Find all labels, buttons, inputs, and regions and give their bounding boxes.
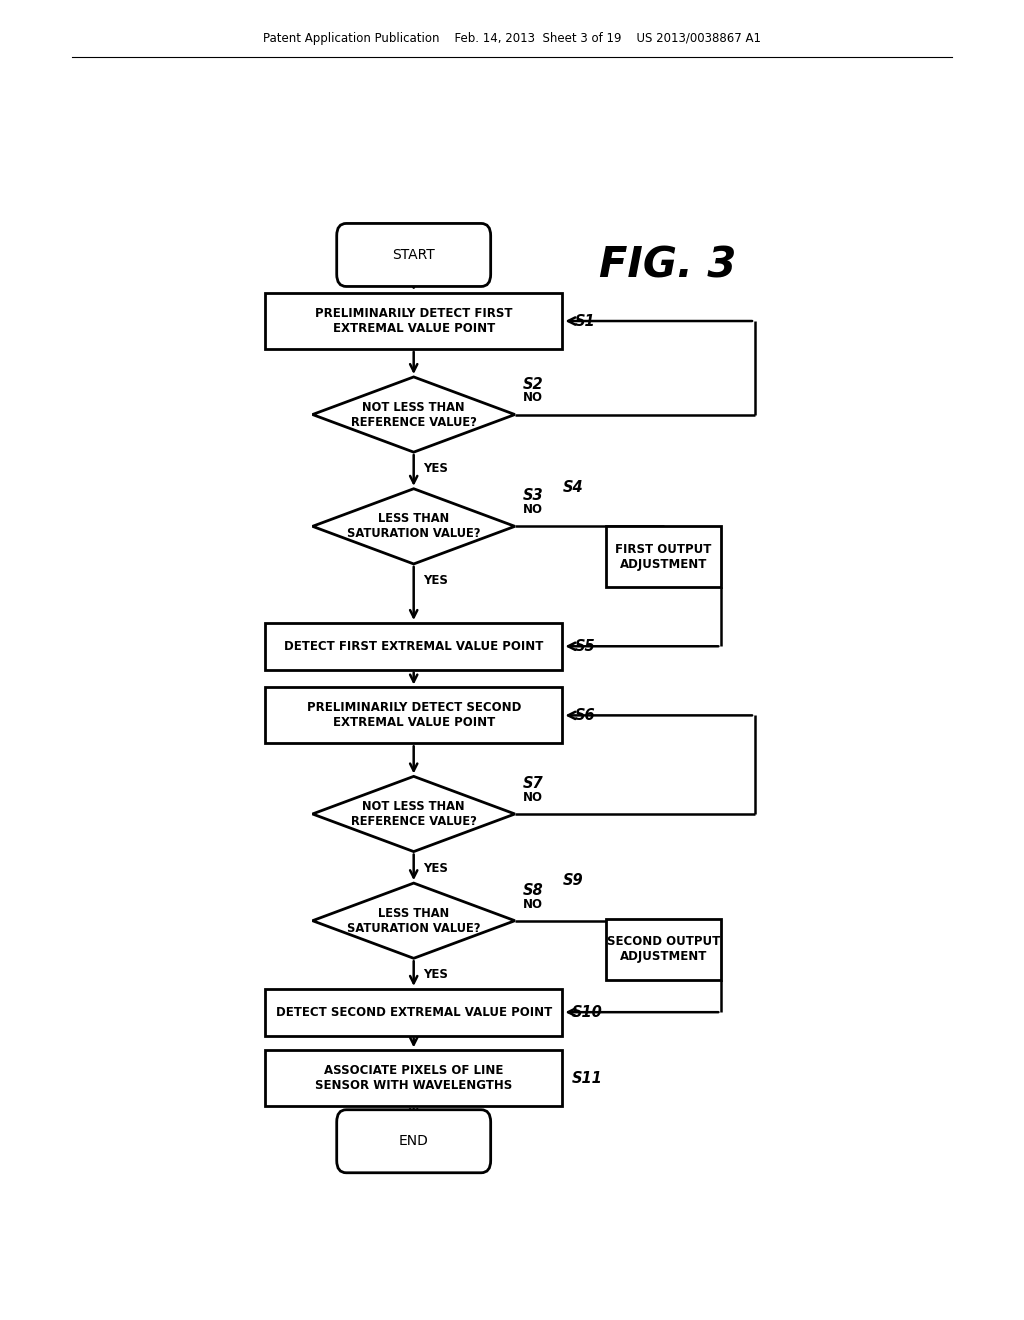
Text: S9: S9: [562, 873, 583, 887]
Bar: [265, 623, 562, 669]
Polygon shape: [312, 776, 515, 851]
Text: LESS THAN
SATURATION VALUE?: LESS THAN SATURATION VALUE?: [347, 907, 480, 935]
Text: YES: YES: [423, 862, 449, 875]
Text: S5: S5: [574, 639, 595, 653]
Bar: [265, 1051, 562, 1106]
Text: LESS THAN
SATURATION VALUE?: LESS THAN SATURATION VALUE?: [347, 512, 480, 540]
Text: S1: S1: [574, 314, 595, 329]
Bar: [265, 688, 562, 743]
Text: S10: S10: [572, 1005, 603, 1019]
Text: S8: S8: [523, 883, 544, 898]
Text: S4: S4: [562, 480, 583, 495]
Text: SECOND OUTPUT
ADJUSTMENT: SECOND OUTPUT ADJUSTMENT: [607, 935, 720, 964]
Text: START: START: [392, 248, 435, 261]
Text: NO: NO: [523, 898, 543, 911]
Text: PRELIMINARILY DETECT FIRST
EXTREMAL VALUE POINT: PRELIMINARILY DETECT FIRST EXTREMAL VALU…: [315, 308, 512, 335]
Text: YES: YES: [423, 574, 449, 587]
FancyBboxPatch shape: [337, 1110, 490, 1172]
Text: S2: S2: [523, 376, 544, 392]
Text: PRELIMINARILY DETECT SECOND
EXTREMAL VALUE POINT: PRELIMINARILY DETECT SECOND EXTREMAL VAL…: [306, 701, 521, 730]
Text: NO: NO: [523, 791, 543, 804]
Text: NO: NO: [523, 391, 543, 404]
Text: NOT LESS THAN
REFERENCE VALUE?: NOT LESS THAN REFERENCE VALUE?: [351, 400, 476, 429]
Polygon shape: [312, 378, 515, 453]
Text: FIRST OUTPUT
ADJUSTMENT: FIRST OUTPUT ADJUSTMENT: [615, 543, 712, 570]
Text: YES: YES: [423, 969, 449, 982]
Bar: [265, 989, 562, 1036]
Text: YES: YES: [423, 462, 449, 475]
Text: DETECT FIRST EXTREMAL VALUE POINT: DETECT FIRST EXTREMAL VALUE POINT: [284, 640, 544, 653]
Text: Patent Application Publication    Feb. 14, 2013  Sheet 3 of 19    US 2013/003886: Patent Application Publication Feb. 14, …: [263, 32, 761, 45]
Text: NO: NO: [523, 503, 543, 516]
Text: FIG. 3: FIG. 3: [599, 244, 736, 286]
Text: S7: S7: [523, 776, 544, 791]
Text: END: END: [398, 1134, 429, 1148]
FancyBboxPatch shape: [337, 223, 490, 286]
Bar: [606, 527, 721, 587]
Text: S3: S3: [523, 488, 544, 503]
Text: ASSOCIATE PIXELS OF LINE
SENSOR WITH WAVELENGTHS: ASSOCIATE PIXELS OF LINE SENSOR WITH WAV…: [315, 1064, 512, 1092]
Text: S11: S11: [572, 1071, 603, 1086]
Bar: [265, 293, 562, 348]
Bar: [606, 919, 721, 979]
Polygon shape: [312, 488, 515, 564]
Text: DETECT SECOND EXTREMAL VALUE POINT: DETECT SECOND EXTREMAL VALUE POINT: [275, 1006, 552, 1019]
Text: S6: S6: [574, 708, 595, 723]
Polygon shape: [312, 883, 515, 958]
Text: NOT LESS THAN
REFERENCE VALUE?: NOT LESS THAN REFERENCE VALUE?: [351, 800, 476, 828]
